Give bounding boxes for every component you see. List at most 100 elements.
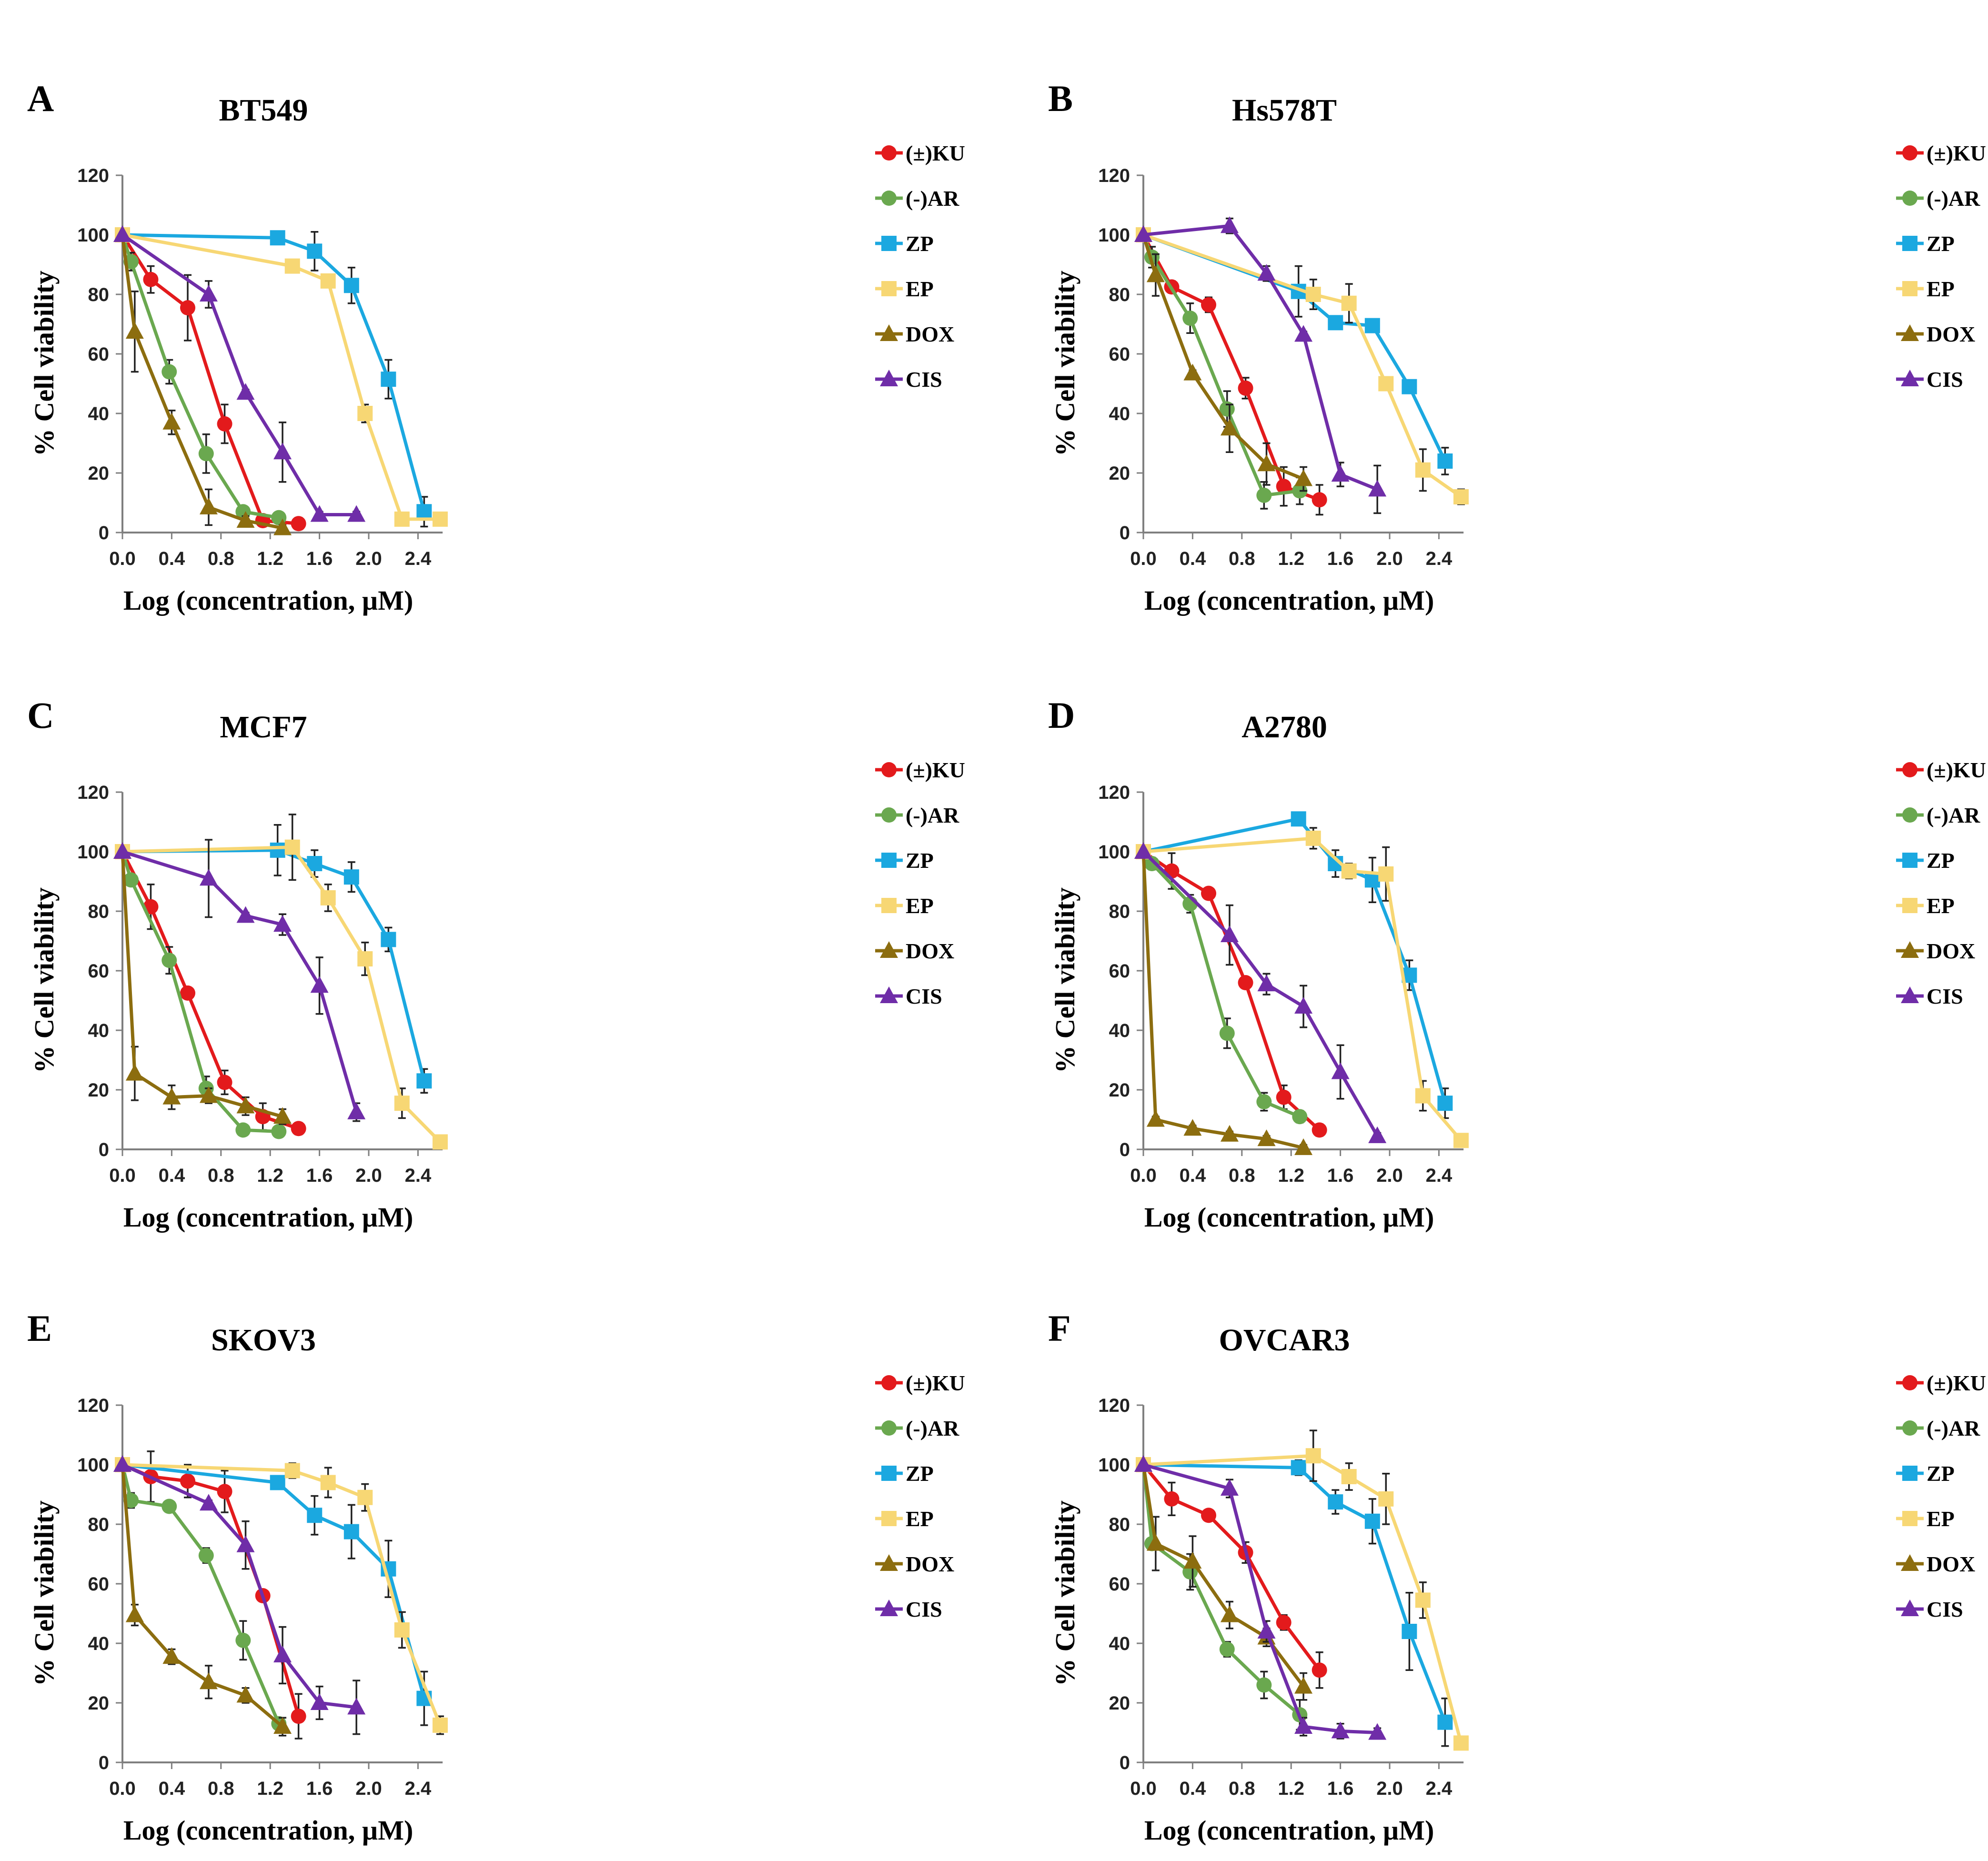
data-point bbox=[1220, 1479, 1239, 1496]
legend-item-zp: ZP bbox=[875, 1461, 934, 1486]
data-point bbox=[1220, 925, 1239, 942]
data-point bbox=[198, 1548, 214, 1563]
legend-marker bbox=[1902, 1375, 1917, 1390]
panel-letter: F bbox=[1048, 1308, 1071, 1349]
data-point bbox=[284, 258, 300, 274]
legend-item-zp: ZP bbox=[1896, 848, 1955, 873]
series-line bbox=[122, 1463, 442, 1726]
series-line bbox=[122, 233, 426, 513]
data-point bbox=[343, 278, 359, 293]
data-point bbox=[1276, 1615, 1292, 1630]
data-point bbox=[1378, 1491, 1394, 1507]
data-point bbox=[343, 1524, 359, 1539]
data-point bbox=[143, 272, 159, 287]
x-tick-label: 1.2 bbox=[1278, 1778, 1304, 1799]
data-point bbox=[1238, 975, 1253, 990]
legend-marker bbox=[1902, 762, 1917, 777]
data-point bbox=[125, 1605, 144, 1622]
data-point bbox=[1415, 462, 1431, 478]
series-ar bbox=[1136, 1457, 1308, 1730]
data-point bbox=[432, 511, 448, 527]
panel-letter: E bbox=[27, 1308, 52, 1349]
legend-label: DOX bbox=[906, 322, 954, 346]
y-tick-label: 80 bbox=[88, 1514, 110, 1535]
data-point bbox=[113, 225, 131, 242]
series-zp bbox=[115, 824, 432, 1094]
x-tick-label: 1.2 bbox=[257, 1778, 283, 1799]
series-line bbox=[1143, 1463, 1378, 1734]
data-point bbox=[416, 1073, 432, 1089]
series-line bbox=[1143, 1454, 1463, 1744]
legend-marker bbox=[881, 145, 897, 161]
series-line bbox=[121, 233, 357, 516]
legend-item-ar: (-)AR bbox=[875, 803, 959, 827]
data-point bbox=[123, 872, 139, 888]
data-point bbox=[357, 406, 373, 421]
data-point bbox=[1256, 487, 1272, 503]
x-tick-label: 0.4 bbox=[1180, 548, 1206, 569]
y-tick-label: 40 bbox=[1109, 1020, 1130, 1041]
data-point bbox=[162, 1087, 181, 1105]
legend-item-ep: EP bbox=[1896, 894, 1955, 918]
legend-label: (-)AR bbox=[1927, 186, 1980, 211]
legend-label: ZP bbox=[906, 848, 934, 873]
x-tick-label: 2.4 bbox=[405, 1778, 432, 1799]
x-tick-label: 0.0 bbox=[1130, 1165, 1157, 1186]
x-tick-label: 2.4 bbox=[1426, 548, 1453, 569]
data-point bbox=[235, 1122, 251, 1138]
panel-a: A BT549 0 20 40 60 80 100 120 0.0 0.4 0.8 1.2 1.6 2.0 2… bbox=[27, 78, 965, 616]
x-tick-label: 1.2 bbox=[1278, 1165, 1304, 1186]
legend-marker bbox=[1901, 1554, 1919, 1571]
panel-b: B Hs578T 0 20 40 60 80 100 120 0.0 0.4 0.8 1.2 1.6 2.0… bbox=[1048, 78, 1986, 616]
data-point bbox=[270, 230, 285, 246]
legend-item-cis: CIS bbox=[875, 984, 942, 1008]
legend-item-dox: DOX bbox=[1896, 322, 1975, 346]
data-point bbox=[1257, 1129, 1276, 1147]
data-point bbox=[235, 1632, 251, 1648]
data-point bbox=[161, 1499, 177, 1514]
data-point bbox=[273, 1107, 292, 1124]
data-point bbox=[125, 322, 144, 339]
data-point bbox=[1294, 997, 1313, 1014]
data-point bbox=[217, 1484, 232, 1499]
data-point bbox=[320, 273, 336, 289]
legend: (±)KU (-)AR ZP EP DOX CIS bbox=[875, 1371, 965, 1621]
series-cis bbox=[113, 839, 366, 1122]
data-point bbox=[1257, 454, 1276, 472]
legend-item-cis: CIS bbox=[1896, 367, 1963, 392]
data-point bbox=[199, 1086, 218, 1103]
series-line bbox=[1141, 851, 1304, 1150]
series-line bbox=[1142, 850, 1321, 1131]
data-point bbox=[199, 1672, 218, 1690]
data-point bbox=[1402, 379, 1417, 394]
data-point bbox=[291, 1709, 306, 1724]
legend-label: (-)AR bbox=[1927, 1416, 1980, 1440]
legend-label: CIS bbox=[1927, 984, 1963, 1008]
data-point bbox=[1164, 1491, 1180, 1507]
data-point bbox=[180, 300, 196, 316]
data-point bbox=[1238, 380, 1253, 396]
legend-marker bbox=[880, 986, 898, 1003]
data-point bbox=[307, 243, 323, 259]
legend-label: (-)AR bbox=[906, 186, 959, 211]
legend-marker bbox=[1902, 898, 1917, 913]
data-point bbox=[162, 1647, 181, 1664]
data-point bbox=[1257, 264, 1276, 281]
series-line bbox=[1142, 850, 1379, 1137]
data-point bbox=[236, 511, 255, 528]
data-point bbox=[1183, 363, 1202, 381]
x-tick-label: 1.6 bbox=[1327, 1165, 1354, 1186]
panel-letter: A bbox=[27, 78, 54, 119]
data-point bbox=[1312, 1662, 1327, 1678]
legend: (±)KU (-)AR ZP EP DOX CIS bbox=[875, 141, 965, 392]
data-point bbox=[1146, 265, 1165, 282]
data-point bbox=[1378, 866, 1394, 882]
data-point bbox=[1415, 1088, 1431, 1104]
y-tick-label: 40 bbox=[1109, 1633, 1130, 1654]
x-tick-label: 0.0 bbox=[109, 548, 136, 569]
data-point bbox=[1415, 1592, 1431, 1608]
y-tick-label: 100 bbox=[1098, 225, 1130, 246]
data-point bbox=[381, 372, 396, 387]
legend-label: EP bbox=[906, 894, 934, 918]
y-tick-label: 80 bbox=[88, 284, 110, 305]
